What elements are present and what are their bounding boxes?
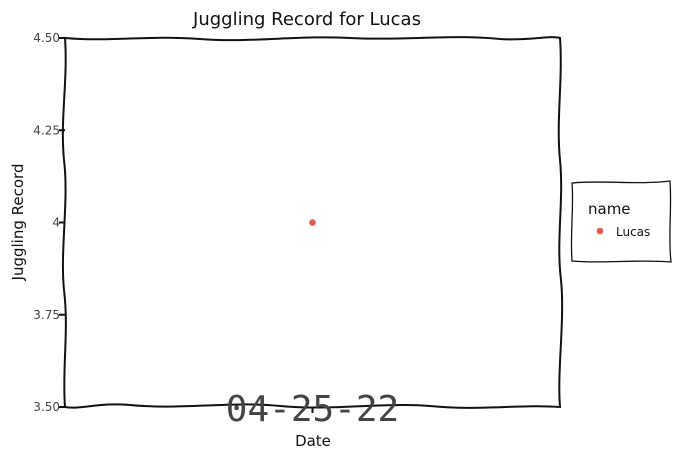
y-tick-label: 4.50 xyxy=(33,31,60,45)
x-tick-label: 04-25-22 xyxy=(226,389,399,430)
legend: name Lucas xyxy=(570,180,672,263)
legend-title: name xyxy=(588,200,631,218)
plot-frame xyxy=(61,36,564,409)
y-axis-label: Juggling Record xyxy=(9,164,27,282)
y-axis: 4.50 4.25 4 3.75 3.50 xyxy=(33,31,65,414)
legend-swatch-lucas xyxy=(596,227,604,235)
y-tick-label: 4.25 xyxy=(33,123,60,137)
y-tick-label: 3.50 xyxy=(33,400,60,414)
y-tick-label: 3.75 xyxy=(33,308,60,322)
x-axis-label: Date xyxy=(295,432,331,450)
legend-item-lucas: Lucas xyxy=(616,225,650,239)
legend-frame xyxy=(570,180,672,263)
data-points xyxy=(309,219,316,226)
y-tick-label: 4 xyxy=(52,216,60,230)
data-point-lucas xyxy=(309,219,316,226)
chart-title: Juggling Record for Lucas xyxy=(192,9,421,30)
x-axis: 04-25-22 xyxy=(226,389,399,430)
